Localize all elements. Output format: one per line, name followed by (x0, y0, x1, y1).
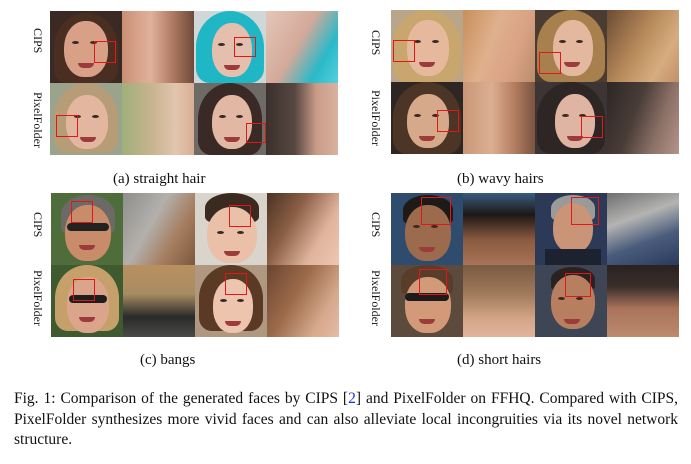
crop-image (266, 11, 338, 83)
face-image (51, 193, 123, 265)
face-image (535, 82, 607, 154)
crop-image (463, 265, 535, 337)
subcaption: (d) short hairs (457, 352, 542, 368)
face-image (535, 193, 607, 265)
row-label-pixelfolder: PixelFolder (369, 270, 383, 326)
face-image (50, 11, 122, 83)
caption-suffix: ] and PixelFolder on FFHQ. Compared with… (14, 390, 679, 448)
highlight-box (419, 269, 447, 295)
crop-image (463, 10, 535, 82)
highlight-box (571, 197, 599, 225)
face-image (51, 265, 123, 337)
face-image (391, 10, 463, 82)
row-label-cips: CIPS (31, 212, 45, 238)
crop-image (123, 193, 195, 265)
crop-image (122, 11, 194, 83)
figure-caption: Fig. 1: Comparison of the generated face… (14, 389, 678, 451)
highlight-box (71, 201, 93, 223)
face-image (391, 265, 463, 337)
crop-image (463, 193, 535, 265)
highlight-box (393, 40, 415, 62)
crop-image (267, 193, 339, 265)
caption-prefix: Fig. 1: Comparison of the generated face… (14, 390, 349, 407)
crop-image (123, 265, 195, 337)
highlight-box (56, 115, 78, 137)
highlight-box (421, 197, 451, 225)
subcaption: (c) bangs (140, 352, 196, 368)
highlight-box (246, 123, 266, 143)
crop-image (607, 193, 679, 265)
face-image (194, 11, 266, 83)
crop-image (266, 83, 338, 155)
row-label-pixelfolder: PixelFolder (31, 92, 45, 148)
row-label-pixelfolder: PixelFolder (31, 270, 45, 326)
face-image (535, 265, 607, 337)
highlight-box (437, 110, 459, 132)
crop-image (463, 82, 535, 154)
crop-image (267, 265, 339, 337)
highlight-box (225, 273, 247, 295)
crop-image (607, 265, 679, 337)
highlight-box (565, 273, 591, 297)
citation-link[interactable]: 2 (348, 390, 356, 407)
face-image (195, 265, 267, 337)
crop-image (607, 10, 679, 82)
face-image (391, 82, 463, 154)
highlight-box (229, 205, 251, 227)
crop-image (607, 82, 679, 154)
crop-image (122, 83, 194, 155)
row-label-pixelfolder: PixelFolder (369, 90, 383, 146)
row-label-cips: CIPS (369, 212, 383, 238)
face-image (391, 193, 463, 265)
row-label-cips: CIPS (31, 28, 45, 54)
highlight-box (581, 116, 603, 138)
row-label-cips: CIPS (369, 30, 383, 56)
subcaption: (a) straight hair (113, 171, 206, 187)
highlight-box (73, 279, 95, 301)
highlight-box (539, 52, 561, 74)
face-image (50, 83, 122, 155)
highlight-box (234, 37, 256, 57)
face-image (195, 193, 267, 265)
subcaption: (b) wavy hairs (457, 171, 544, 187)
face-image (535, 10, 607, 82)
highlight-box (94, 41, 116, 63)
face-image (194, 83, 266, 155)
